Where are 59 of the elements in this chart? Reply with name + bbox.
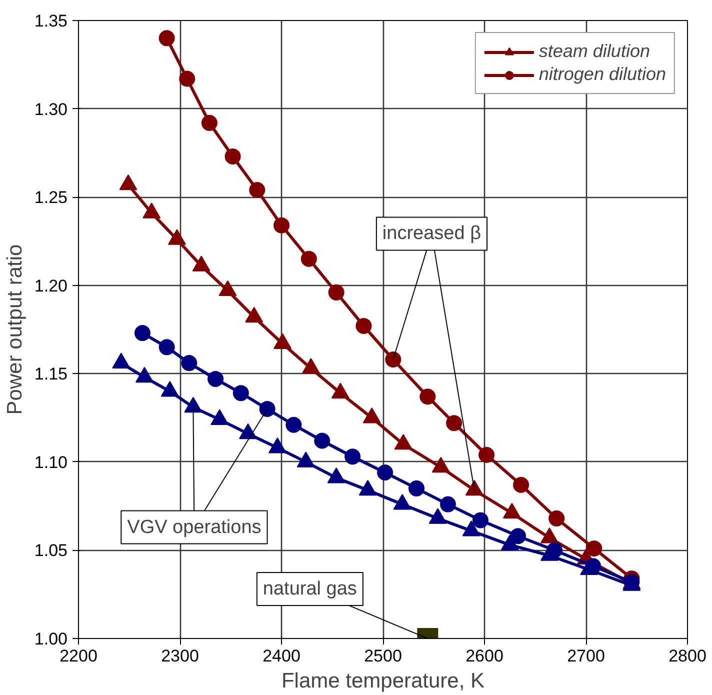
point — [362, 407, 381, 424]
point — [218, 280, 237, 296]
point — [160, 380, 179, 397]
y-tick-label: 1.35 — [34, 12, 68, 30]
point — [500, 534, 519, 550]
x-tick-label: 2200 — [60, 646, 98, 666]
point — [302, 358, 320, 374]
point — [296, 452, 315, 468]
legend-label: nitrogen dilution — [538, 64, 666, 85]
point — [274, 217, 290, 234]
point — [393, 494, 412, 510]
y-tick-label: 1.00 — [34, 630, 68, 648]
point — [465, 480, 484, 496]
legend-label: steam dilution — [538, 41, 650, 62]
y-tick-label: 1.05 — [34, 541, 68, 560]
point — [142, 202, 161, 218]
point — [462, 520, 480, 536]
point — [331, 382, 350, 398]
point — [184, 396, 202, 413]
y-axis-title: Power output ratio — [3, 244, 26, 415]
x-tick-label: 2400 — [262, 646, 300, 666]
annotation: increased β — [382, 223, 482, 244]
point — [192, 256, 210, 272]
y-tick-label: 1.15 — [34, 364, 68, 384]
point — [356, 318, 372, 334]
point — [249, 182, 266, 198]
point — [158, 30, 175, 46]
x-tick-label: 2600 — [466, 646, 504, 666]
x-tick-label: 2700 — [567, 646, 605, 666]
point — [540, 528, 558, 544]
point — [432, 456, 450, 473]
point — [245, 306, 264, 323]
x-tick-label: 2800 — [668, 646, 706, 666]
point — [274, 333, 292, 350]
point — [135, 366, 154, 383]
point — [358, 480, 377, 496]
annotation: VGV operations — [127, 516, 262, 538]
point — [210, 409, 229, 425]
point — [327, 468, 346, 484]
point — [179, 70, 196, 87]
point — [224, 148, 241, 164]
point — [168, 229, 186, 245]
point — [239, 423, 258, 440]
point — [328, 284, 344, 300]
x-tick-label: 2300 — [161, 646, 199, 666]
x-axis-title: Flame temperature, K — [281, 670, 485, 692]
point — [112, 352, 130, 368]
y-tick-label: 1.10 — [34, 452, 68, 472]
point — [201, 114, 218, 131]
point — [300, 250, 317, 267]
point — [428, 508, 447, 524]
point — [268, 437, 286, 454]
x-tick-label: 2500 — [364, 646, 402, 666]
point — [394, 434, 412, 450]
point — [502, 502, 521, 519]
y-tick-label: 1.20 — [34, 276, 68, 296]
annotation: natural gas — [262, 578, 357, 600]
y-tick-label: 1.30 — [34, 100, 68, 119]
y-tick-label: 1.25 — [34, 188, 68, 208]
